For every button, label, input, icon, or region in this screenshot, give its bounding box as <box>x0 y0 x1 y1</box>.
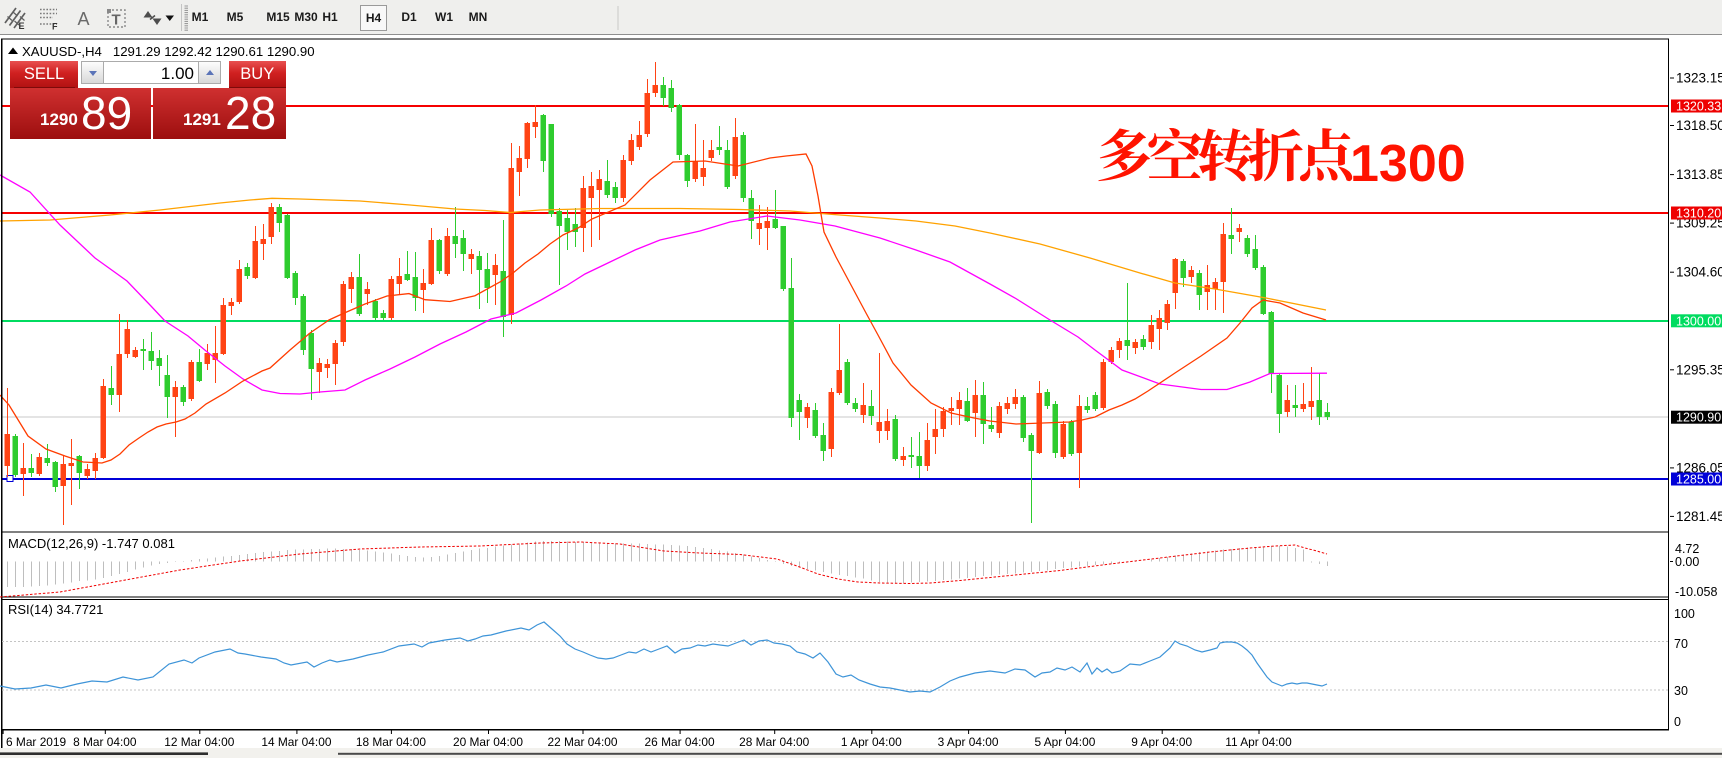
svg-text:12 Mar 04:00: 12 Mar 04:00 <box>164 735 234 749</box>
svg-text:100: 100 <box>1674 607 1695 621</box>
svg-text:A: A <box>78 9 90 29</box>
svg-text:XAUUSD-,H4 1291.29 1292.42 1: XAUUSD-,H4 1291.29 1292.42 1290.61 1290.… <box>22 44 315 59</box>
svg-text:1286.05: 1286.05 <box>1676 460 1722 475</box>
svg-text:6 Mar 2019: 6 Mar 2019 <box>6 735 67 749</box>
svg-text:1320.33: 1320.33 <box>1676 100 1721 114</box>
svg-text:11 Apr 04:00: 11 Apr 04:00 <box>1225 735 1292 749</box>
svg-text:3 Apr 04:00: 3 Apr 04:00 <box>938 735 999 749</box>
svg-text:1310.20: 1310.20 <box>1676 207 1721 221</box>
svg-text:RSI(14) 34.7721: RSI(14) 34.7721 <box>8 602 103 617</box>
svg-text:1304.60: 1304.60 <box>1676 265 1722 280</box>
svg-text:14 Mar 04:00: 14 Mar 04:00 <box>261 735 331 749</box>
svg-text:5 Apr 04:00: 5 Apr 04:00 <box>1034 735 1095 749</box>
svg-text:9 Apr 04:00: 9 Apr 04:00 <box>1131 735 1192 749</box>
svg-text:1300.00: 1300.00 <box>1676 314 1721 328</box>
svg-text:MACD(12,26,9) -1.747 0.081: MACD(12,26,9) -1.747 0.081 <box>8 536 175 551</box>
svg-text:20 Mar 04:00: 20 Mar 04:00 <box>453 735 523 749</box>
svg-text:18 Mar 04:00: 18 Mar 04:00 <box>356 735 426 749</box>
svg-text:0.00: 0.00 <box>1675 555 1699 569</box>
svg-text:1285.00: 1285.00 <box>1676 473 1721 487</box>
svg-text:1313.85: 1313.85 <box>1676 167 1722 182</box>
svg-text:1323.15: 1323.15 <box>1676 71 1722 86</box>
svg-text:70: 70 <box>1674 637 1688 651</box>
svg-text:0: 0 <box>1674 715 1681 729</box>
svg-text:26 Mar 04:00: 26 Mar 04:00 <box>645 735 715 749</box>
svg-text:1295.35: 1295.35 <box>1676 362 1722 377</box>
svg-text:8 Mar 04:00: 8 Mar 04:00 <box>73 735 137 749</box>
svg-text:1 Apr 04:00: 1 Apr 04:00 <box>841 735 902 749</box>
svg-text:1318.50: 1318.50 <box>1676 118 1722 133</box>
svg-text:E: E <box>19 21 25 31</box>
svg-text:28 Mar 04:00: 28 Mar 04:00 <box>739 735 809 749</box>
svg-text:1300: 1300 <box>1350 135 1466 193</box>
svg-text:22 Mar 04:00: 22 Mar 04:00 <box>547 735 617 749</box>
svg-text:-10.058: -10.058 <box>1675 585 1717 599</box>
svg-text:4.72: 4.72 <box>1675 542 1699 556</box>
svg-text:1281.45: 1281.45 <box>1676 509 1722 524</box>
svg-text:F: F <box>52 22 58 32</box>
svg-text:30: 30 <box>1674 684 1688 698</box>
svg-text:1290.90: 1290.90 <box>1676 411 1721 425</box>
svg-text:T: T <box>112 12 121 29</box>
